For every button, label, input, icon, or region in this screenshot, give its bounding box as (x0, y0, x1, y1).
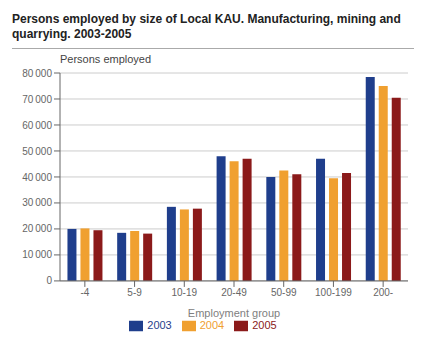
svg-text:200-: 200- (373, 287, 393, 298)
svg-text:30 000: 30 000 (22, 197, 52, 208)
svg-text:40 000: 40 000 (22, 172, 52, 183)
svg-text:0: 0 (46, 275, 52, 286)
html-text:2005: 2005 (252, 318, 277, 331)
html-text:2004: 2004 (199, 318, 225, 331)
html-text:Persons employed by size of Lo: Persons employed by size of Local KAU. M… (12, 12, 401, 41)
svg-text:50 000: 50 000 (22, 146, 52, 157)
svg-text:70 000: 70 000 (22, 94, 52, 105)
svg-text:-4: -4 (80, 287, 89, 298)
html-text:Persons employed: Persons employed (60, 53, 152, 65)
svg-text:10 000: 10 000 (22, 249, 52, 260)
svg-text:100-199: 100-199 (315, 287, 352, 298)
svg-text:10-19: 10-19 (171, 287, 197, 298)
svg-text:Employment group: Employment group (188, 307, 280, 319)
html-text:2003: 2003 (147, 318, 172, 331)
svg-text:50-99: 50-99 (271, 287, 297, 298)
svg-text:5-9: 5-9 (127, 287, 142, 298)
svg-text:60 000: 60 000 (22, 120, 52, 131)
svg-text:20-49: 20-49 (221, 287, 247, 298)
svg-text:20 000: 20 000 (22, 223, 52, 234)
svg-text:80 000: 80 000 (22, 68, 52, 79)
